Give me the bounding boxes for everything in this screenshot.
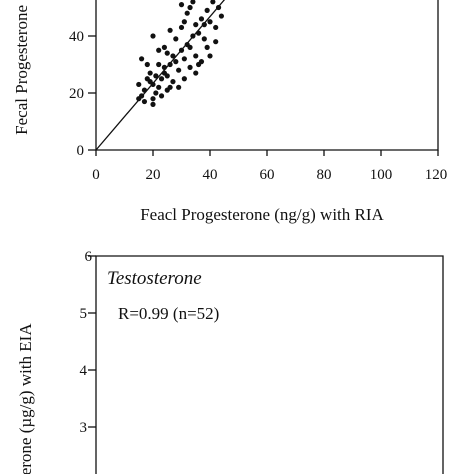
- data-point-16: [167, 61, 173, 68]
- data-point-13: [147, 70, 153, 76]
- data-points: [136, 0, 224, 107]
- data-point-48: [178, 2, 185, 8]
- data-point-44: [181, 19, 187, 25]
- data-point-43: [178, 24, 185, 31]
- data-point-69: [161, 64, 167, 70]
- y-tick-label-6: 6: [85, 249, 93, 265]
- data-point-55: [144, 61, 150, 68]
- progesterone-scatter-panel: 0 20 40 60 80 100 120 0 20 40 Fecal Prog…: [12, 0, 447, 224]
- y-tick-label-3: 3: [80, 420, 88, 436]
- y-tick-label-40: 40: [69, 29, 84, 45]
- data-point-15: [156, 61, 162, 68]
- y-tick-label-5: 5: [80, 306, 88, 322]
- data-point-2: [136, 81, 142, 88]
- data-point-12: [164, 73, 170, 79]
- data-point-27: [213, 24, 219, 31]
- data-point-8: [153, 90, 159, 96]
- data-point-41: [201, 36, 207, 42]
- data-point-67: [204, 7, 210, 13]
- data-point-26: [207, 19, 213, 25]
- data-point-25: [201, 22, 207, 28]
- data-point-22: [187, 44, 193, 51]
- data-point-60: [196, 61, 202, 68]
- data-point-3: [141, 87, 148, 93]
- data-point-52: [139, 56, 145, 62]
- data-point-64: [150, 101, 156, 107]
- data-point-32: [218, 13, 224, 19]
- x-tick-label-20: 20: [146, 167, 161, 183]
- top-y-axis-title: Fecal Progesterone: [12, 5, 31, 135]
- data-point-53: [150, 33, 156, 39]
- data-point-42: [173, 36, 179, 42]
- data-point-29: [210, 0, 216, 5]
- data-point-56: [170, 79, 176, 85]
- x-tick-label-80: 80: [317, 167, 332, 183]
- data-point-57: [176, 84, 182, 90]
- data-point-35: [181, 56, 187, 62]
- data-point-17: [170, 53, 176, 59]
- data-point-20: [178, 47, 185, 53]
- data-point-7: [150, 96, 156, 102]
- data-point-23: [190, 33, 196, 39]
- data-point-68: [167, 84, 173, 90]
- data-point-28: [215, 4, 222, 11]
- data-point-19: [164, 50, 170, 56]
- data-point-63: [141, 98, 148, 105]
- x-tick-label-40: 40: [203, 167, 218, 183]
- bottom-y-axis-title: terone (µg/g) with EIA: [16, 323, 35, 474]
- data-point-59: [193, 70, 199, 76]
- data-point-10: [158, 76, 165, 82]
- y-tick-label-20: 20: [69, 86, 84, 102]
- data-point-6: [150, 81, 156, 88]
- data-point-39: [207, 53, 213, 59]
- correlation-annotation: R=0.99 (n=52): [118, 304, 219, 323]
- top-plot-frame: [95, 0, 439, 151]
- data-point-18: [173, 59, 179, 65]
- x-tick-label-100: 100: [370, 167, 393, 183]
- x-tick-label-0: 0: [92, 167, 100, 183]
- data-point-65: [193, 22, 199, 28]
- data-point-50: [161, 44, 167, 51]
- data-point-9: [156, 84, 162, 90]
- data-point-46: [187, 4, 193, 11]
- data-point-58: [181, 76, 187, 82]
- data-point-1: [139, 93, 145, 99]
- data-point-36: [176, 67, 182, 73]
- data-point-14: [153, 73, 159, 79]
- panel-title-testosterone: Testosterone: [107, 268, 202, 289]
- bottom-plot-frame: [95, 255, 444, 474]
- data-point-34: [193, 53, 199, 59]
- data-point-61: [158, 93, 165, 99]
- y-tick-label-4: 4: [80, 363, 88, 379]
- top-x-axis-title: Feacl Progesterone (ng/g) with RIA: [140, 205, 384, 224]
- x-tick-label-120: 120: [425, 167, 448, 183]
- testosterone-scatter-panel: 6 5 4 3 Testosterone R=0.99 (n=52) teron…: [16, 249, 444, 474]
- data-point-51: [167, 27, 173, 33]
- data-point-66: [198, 16, 205, 22]
- data-point-45: [184, 10, 190, 16]
- data-point-33: [204, 44, 210, 51]
- y-tick-label-0: 0: [77, 143, 85, 159]
- data-point-54: [156, 47, 162, 53]
- data-point-40: [213, 39, 219, 45]
- x-tick-label-60: 60: [260, 167, 275, 183]
- data-point-47: [190, 0, 196, 5]
- data-point-24: [196, 30, 202, 36]
- data-point-37: [187, 64, 193, 70]
